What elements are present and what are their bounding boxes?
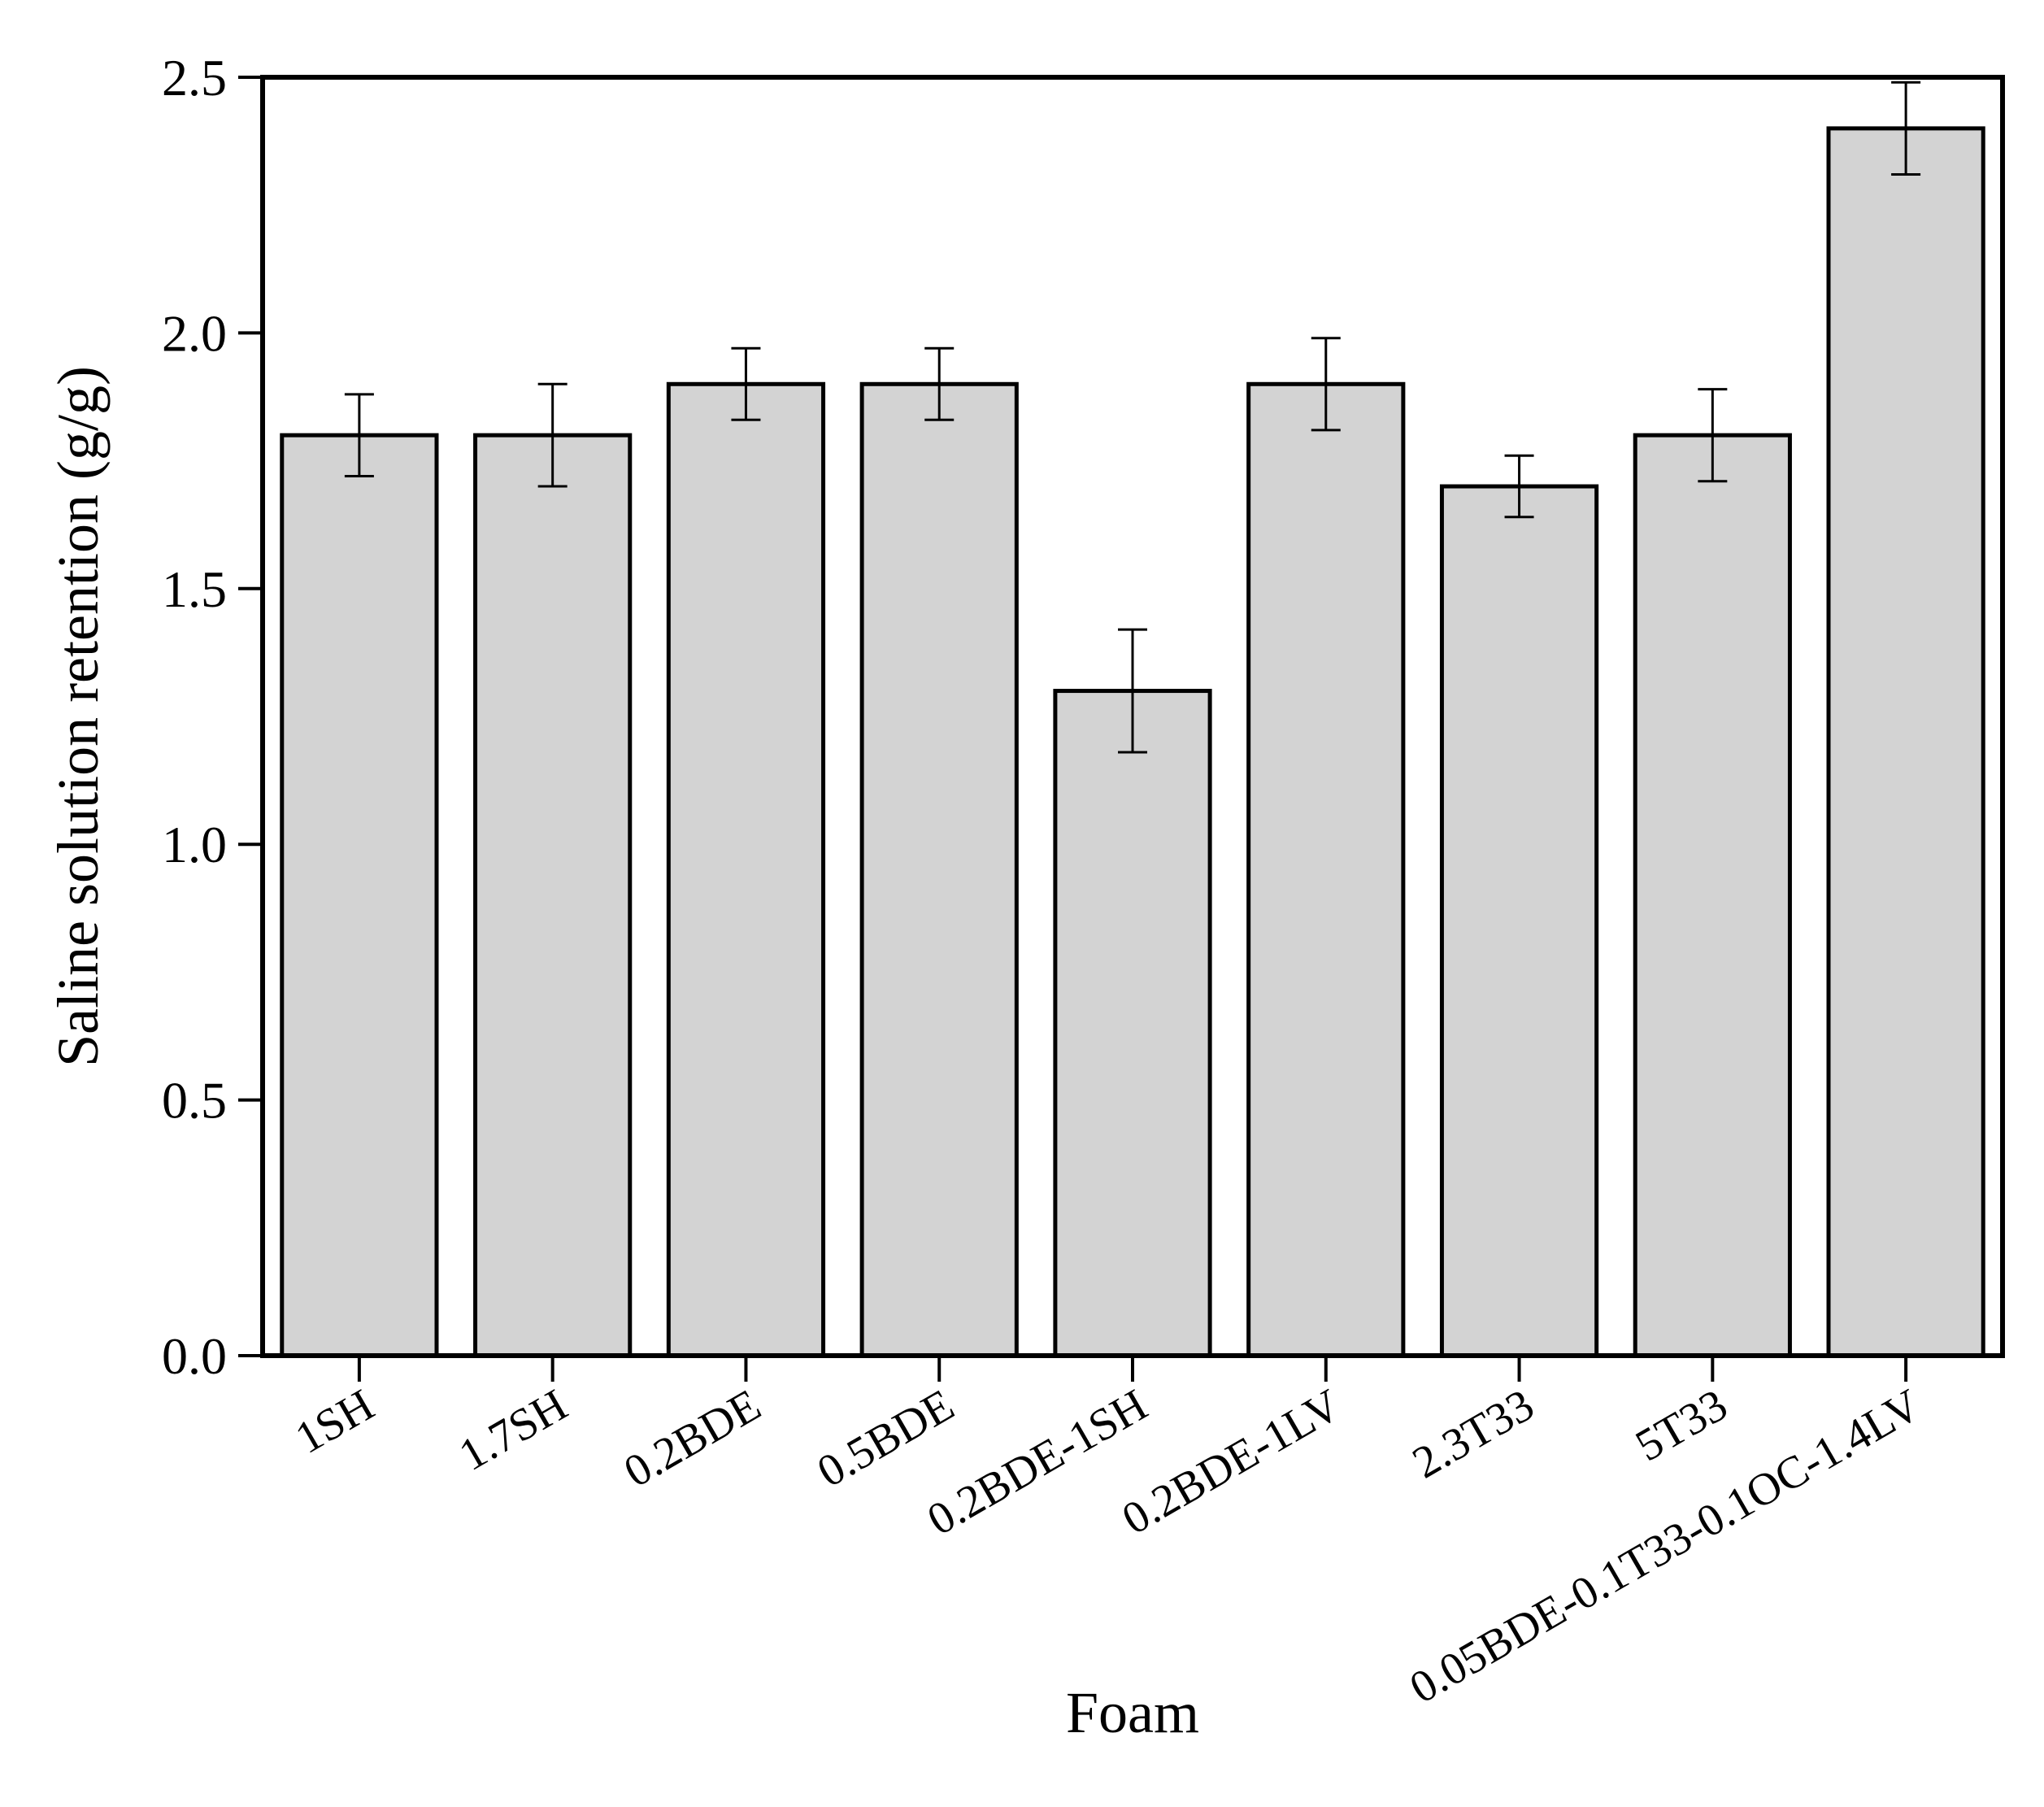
bar-5T33 — [1633, 433, 1792, 1358]
x-tick-label: 0.2BDE — [615, 1380, 769, 1498]
y-tick-label: 1.0 — [162, 816, 227, 873]
x-tick-label: 2.3T33 — [1404, 1380, 1542, 1489]
y-tick-label: 1.5 — [162, 560, 227, 618]
x-tick-label: 0.2BDE-1SH — [919, 1380, 1155, 1546]
error-bar-1SH — [344, 393, 374, 477]
x-tick-label: 1.7SH — [451, 1380, 576, 1481]
x-tick-label: 0.2BDE-1LV — [1114, 1380, 1349, 1545]
x-axis-ticks: 1SH 1.7SH 0.2BDE 0.5BDE0.2BDE-1SH0.2BDE-1LV… — [287, 1356, 1929, 1713]
error-bar-1.7SH — [537, 382, 568, 488]
bar-0.2BDE — [666, 381, 826, 1358]
bar-0.05BDE-0.1T33-0.1OC-1.4LV — [1826, 126, 1985, 1358]
bar-0.2BDE-1SH — [1053, 689, 1212, 1358]
x-tick-label: 1SH — [287, 1380, 382, 1464]
error-bars-group — [344, 81, 1921, 754]
y-tick-label: 0.5 — [162, 1072, 227, 1130]
y-tick-label: 0.0 — [162, 1327, 227, 1385]
y-axis-ticks: 0.0 0.5 1.0 1.5 2.0 2.5 — [162, 49, 263, 1385]
error-bar-0.05BDE-0.1T33-0.1OC-1.4LV — [1891, 81, 1921, 176]
bar-0.2BDE-1LV — [1246, 381, 1406, 1358]
y-tick-label: 2.0 — [162, 304, 227, 362]
error-bar-0.2BDE-1SH — [1118, 628, 1147, 754]
bars-group — [280, 126, 1985, 1358]
bar-1SH — [280, 433, 439, 1358]
y-tick-label: 2.5 — [162, 49, 227, 107]
error-bar-0.5BDE — [924, 346, 955, 421]
x-tick-label: 0.5BDE — [809, 1380, 963, 1498]
bar-1.7SH — [473, 433, 633, 1358]
bar-0.5BDE — [859, 381, 1019, 1358]
y-axis-title: Saline solution retention (g/g) — [46, 366, 111, 1067]
x-axis-title: Foam — [1066, 1680, 1199, 1745]
error-bar-0.2BDE — [731, 346, 761, 421]
error-bar-2.3T33 — [1504, 454, 1534, 519]
bar-2.3T33 — [1439, 484, 1599, 1358]
error-bar-5T33 — [1698, 388, 1728, 483]
error-bar-0.2BDE-1LV — [1311, 337, 1341, 432]
x-tick-label: 5T33 — [1627, 1380, 1735, 1472]
